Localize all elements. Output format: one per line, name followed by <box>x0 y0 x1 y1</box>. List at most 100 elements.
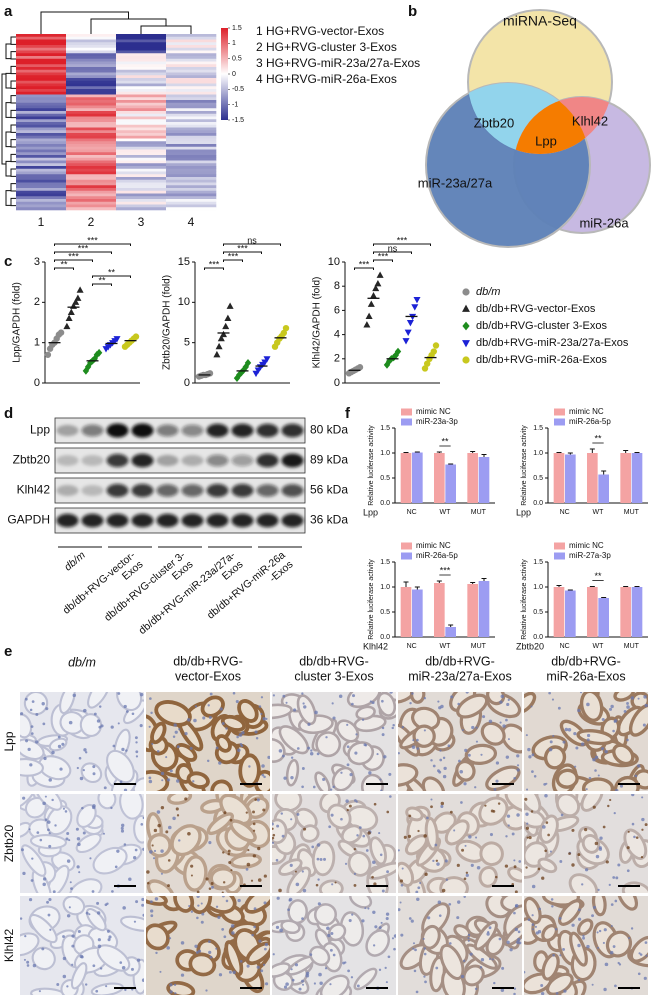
nucleus <box>221 891 224 893</box>
tubule <box>272 962 291 978</box>
nucleus <box>549 740 553 744</box>
column-label: 4 <box>188 215 195 229</box>
data-point <box>87 358 94 367</box>
heatmap-cell <box>66 138 117 142</box>
tubule <box>555 768 579 789</box>
nucleus <box>262 963 266 966</box>
nucleus <box>92 805 96 810</box>
nucleus <box>148 779 153 784</box>
nucleus <box>637 972 641 976</box>
bar <box>565 454 576 503</box>
nucleus <box>559 954 562 957</box>
blot-row-label: Lpp <box>30 423 50 437</box>
heatmap-cell <box>166 166 217 170</box>
nucleus <box>184 797 188 801</box>
nucleus <box>586 702 590 707</box>
nucleus <box>135 900 139 904</box>
heatmap-cell <box>66 168 117 172</box>
nucleus <box>148 725 151 728</box>
nucleus <box>169 937 172 940</box>
nucleus <box>484 804 487 807</box>
nucleus <box>330 813 334 817</box>
significance-bracket <box>354 267 374 270</box>
nucleus <box>316 752 320 756</box>
nucleus <box>187 832 191 836</box>
nucleus <box>283 776 287 780</box>
heatmap-cell <box>66 102 117 106</box>
tubule <box>278 858 303 876</box>
nucleus <box>326 926 330 931</box>
nucleus <box>604 962 609 967</box>
heatmap-cell <box>116 108 167 112</box>
y-tick-label: 0.0 <box>533 500 543 507</box>
data-point <box>44 351 52 358</box>
nucleus <box>134 736 138 740</box>
heatmap-cell <box>116 94 167 98</box>
nucleus <box>353 847 356 851</box>
nucleus <box>42 877 47 881</box>
nucleus <box>180 973 185 977</box>
nucleus <box>294 963 299 967</box>
nucleus <box>387 955 391 959</box>
nucleus <box>59 767 63 771</box>
heatmap-cell <box>16 133 67 137</box>
heatmap-cell <box>66 94 117 98</box>
nucleus <box>626 869 630 873</box>
significance-label: *** <box>68 251 79 261</box>
nucleus <box>44 818 48 822</box>
heatmap-cell <box>166 36 217 40</box>
blot-size-label: 36 kDa <box>310 513 348 527</box>
nucleus <box>419 881 422 885</box>
nucleus <box>89 857 92 860</box>
heatmap-cell <box>66 133 117 137</box>
heatmap-cell <box>66 45 117 49</box>
nucleus <box>139 692 144 697</box>
tubule <box>201 896 237 914</box>
heatmap-cell <box>166 127 217 131</box>
nucleus <box>121 747 125 752</box>
nucleus <box>586 944 590 949</box>
nucleus <box>83 708 87 713</box>
nucleus <box>272 822 274 826</box>
heatmap-cell <box>66 86 117 90</box>
tubule <box>92 846 128 875</box>
nucleus <box>440 801 445 806</box>
blot-band <box>231 483 254 498</box>
nucleus <box>525 826 530 830</box>
nucleus <box>30 725 34 728</box>
column-header: vector-Exos <box>175 669 241 683</box>
heatmap-cell <box>16 166 67 170</box>
nucleus <box>281 754 285 758</box>
heatmap-cell <box>116 133 167 137</box>
nucleus <box>350 976 354 979</box>
legend-swatch <box>554 542 565 550</box>
nucleus <box>571 923 575 927</box>
heatmap-cell <box>16 182 67 186</box>
tubule <box>628 703 648 737</box>
heatmap-cell <box>16 185 67 189</box>
x-tick-label: WT <box>593 509 605 516</box>
nucleus <box>474 987 478 991</box>
y-axis-label: Relative luciferase activity <box>368 559 375 640</box>
tubule <box>336 719 360 743</box>
error-bar <box>623 450 629 453</box>
heatmap-cell <box>166 97 217 101</box>
nucleus <box>495 875 498 879</box>
blot-band <box>56 424 79 437</box>
legend-entry: miR-27a-3p <box>569 551 611 560</box>
nucleus <box>48 778 52 782</box>
heatmap-cell <box>116 168 167 172</box>
heatmap-cell <box>66 105 117 109</box>
heatmap-cell <box>166 34 217 38</box>
nucleus <box>240 744 244 748</box>
nucleus <box>135 750 139 754</box>
heatmap-cell <box>166 207 217 211</box>
nucleus <box>530 705 533 708</box>
tubule <box>424 817 439 851</box>
x-tick-label: MUT <box>624 643 640 650</box>
tubule <box>591 896 607 917</box>
bar <box>598 598 609 637</box>
venn-label: miRNA-Seq <box>503 13 577 29</box>
heatmap-cell <box>16 108 67 112</box>
heatmap-cell <box>116 67 167 71</box>
